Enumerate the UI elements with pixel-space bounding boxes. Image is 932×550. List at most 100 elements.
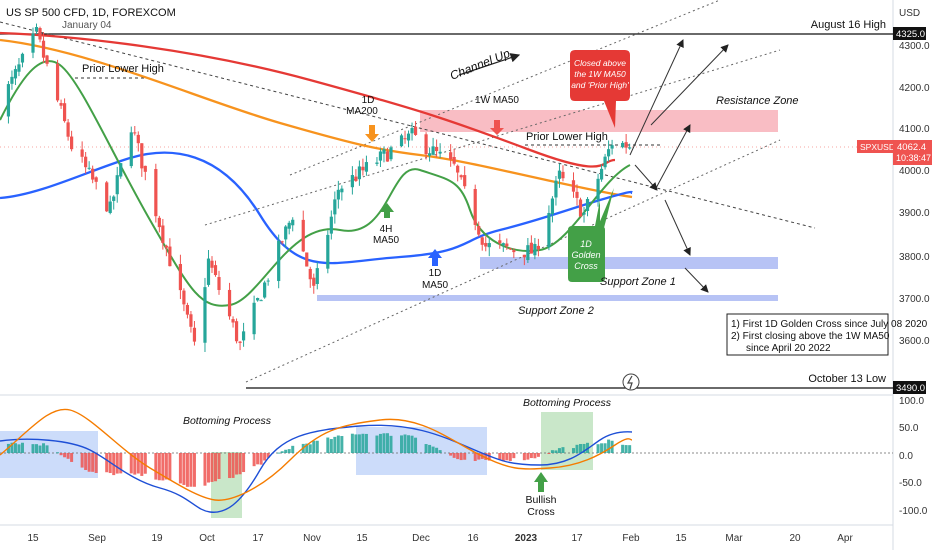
candle-body [526, 245, 530, 261]
histogram-bar [575, 444, 579, 453]
histogram-bar [326, 437, 330, 453]
symbol-tag-label: SPXUSD [860, 142, 895, 152]
candle-body [522, 254, 526, 258]
histogram-bar [512, 453, 516, 459]
candle-body [459, 175, 463, 178]
date-tick: Oct [199, 533, 215, 544]
countdown-label: 10:38:47 [896, 153, 931, 163]
candle-body [431, 146, 435, 155]
candle-body [547, 212, 551, 248]
projection-arrow-6 [684, 267, 709, 293]
date-tick: 20 [789, 533, 801, 544]
lightning-icon [626, 375, 633, 390]
histogram-bar [70, 453, 74, 462]
candle-body [34, 27, 39, 32]
osc-tick: -50.0 [899, 478, 922, 489]
candle-body [280, 241, 284, 243]
histogram-bar [308, 444, 312, 453]
histogram-bar [168, 453, 172, 481]
candle-body [178, 263, 183, 291]
histogram-bar [178, 453, 182, 484]
support-zone-1 [480, 257, 778, 269]
candle-body [259, 300, 263, 302]
candle-body [399, 135, 404, 147]
low-price-tag [893, 381, 926, 394]
histogram-bar [231, 453, 235, 478]
candle-body [452, 156, 456, 164]
histogram-bar [571, 448, 575, 453]
bottoming-process-2-label: Bottoming Process [523, 397, 612, 409]
price-tick: 4000.0 [899, 166, 930, 177]
candle-body [94, 177, 98, 182]
projection-arrow-5 [664, 199, 691, 256]
date-tick: 15 [675, 533, 687, 544]
histogram-bar [463, 453, 467, 460]
candle-body [413, 126, 418, 135]
ma200-red [0, 31, 616, 168]
histogram-bar [607, 439, 611, 453]
ma200-arrow [365, 125, 379, 142]
candle-body [84, 156, 88, 168]
ma50-1d-label-line2: MA50 [422, 280, 449, 291]
date-tick: 15 [27, 533, 39, 544]
histogram-bar [210, 453, 214, 482]
annotation-arrows [365, 39, 729, 492]
histogram-bar [13, 443, 17, 453]
candle-body [112, 196, 116, 201]
histogram-bar [45, 445, 49, 453]
histogram-bar [477, 453, 481, 460]
histogram-bar [473, 453, 477, 461]
candle-body [385, 151, 390, 162]
candle-body [105, 182, 109, 212]
candle-body [477, 225, 481, 235]
projection-arrow-4 [634, 164, 658, 191]
candle-body [364, 162, 369, 172]
candle-body [136, 134, 140, 144]
histogram-bar [596, 444, 600, 453]
histogram-bar [143, 453, 147, 474]
candle-body [203, 287, 207, 343]
price-axis[interactable]: USD 4300.0 4200.0 4100.0 4000.0 3900.0 3… [857, 8, 932, 394]
golden-cross-line2: Golden [571, 250, 600, 260]
high-price-label: 4325.0 [896, 29, 925, 40]
histogram-bar [385, 433, 389, 453]
candle-body [533, 243, 537, 256]
candle-body [473, 189, 477, 225]
resistance-zone-label: Resistance Zone [716, 95, 799, 107]
candle-body [484, 242, 488, 247]
histogram-bar [508, 453, 512, 462]
event-marker[interactable] [622, 373, 640, 391]
notes-line3: since April 20 2022 [746, 343, 831, 354]
support-zone-2-label: Support Zone 2 [518, 305, 594, 317]
histogram-bar [305, 443, 309, 453]
histogram-bar [361, 433, 365, 453]
candle-body [192, 327, 197, 342]
candle-body [512, 250, 516, 253]
ma200-label-line1: 1D [362, 95, 375, 106]
histogram-bar [501, 453, 505, 462]
histogram-bar [192, 453, 196, 487]
date-tick: Sep [88, 533, 106, 544]
candle-body [456, 165, 460, 173]
candle-body [536, 245, 540, 250]
candle-body [59, 103, 63, 106]
histogram-bar [91, 453, 95, 472]
histogram-bar [452, 453, 456, 458]
histogram-bar [498, 453, 502, 460]
histogram-bar [522, 453, 526, 461]
candle-body [108, 201, 112, 213]
high-price-tag [893, 27, 926, 40]
notes-line1: 1) First 1D Golden Cross since July 08 2… [731, 319, 928, 330]
osc-tick: 100.0 [899, 396, 924, 407]
candle-body [31, 33, 35, 53]
candle-body [62, 103, 67, 122]
histogram-bar [214, 453, 218, 482]
candle-body [287, 222, 291, 229]
time-axis[interactable]: 15 Sep 19 Oct 17 Nov 15 Dec 16 2023 17 F… [27, 533, 853, 544]
price-tick: 3700.0 [899, 294, 930, 305]
histogram-bar [382, 433, 386, 453]
osc-axis[interactable]: 100.0 50.0 0.0 -50.0 -100.0 [899, 396, 928, 517]
august-high-label: August 16 High [811, 19, 886, 31]
candle-body [557, 170, 562, 179]
